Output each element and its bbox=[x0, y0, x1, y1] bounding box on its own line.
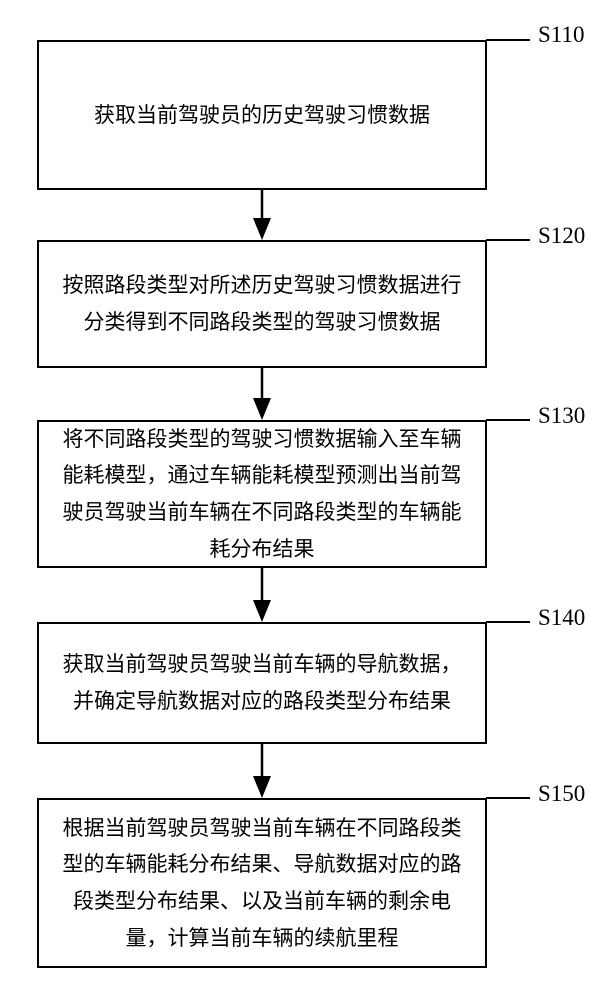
lead-line bbox=[486, 797, 530, 799]
flowchart-canvas: 获取当前驾驶员的历史驾驶习惯数据 S110 按照路段类型对所述历史驾驶习惯数据进行分… bbox=[0, 0, 604, 1000]
step-label-s110: S110 bbox=[538, 22, 584, 48]
step-label-s150: S150 bbox=[538, 781, 585, 807]
flow-step-s110: 获取当前驾驶员的历史驾驶习惯数据 bbox=[37, 40, 487, 190]
flow-step-s150: 根据当前驾驶员驾驶当前车辆在不同路段类型的车辆能耗分布结果、导航数据对应的路段类… bbox=[37, 798, 487, 968]
flow-arrow bbox=[242, 190, 282, 240]
flow-arrow bbox=[242, 568, 282, 622]
flow-step-s120: 按照路段类型对所述历史驾驶习惯数据进行分类得到不同路段类型的驾驶习惯数据 bbox=[37, 240, 487, 368]
step-label-s140: S140 bbox=[538, 605, 585, 631]
flow-step-s130: 将不同路段类型的驾驶习惯数据输入至车辆能耗模型，通过车辆能耗模型预测出当前驾驶员… bbox=[37, 420, 487, 568]
flow-step-s140: 获取当前驾驶员驾驶当前车辆的导航数据，并确定导航数据对应的路段类型分布结果 bbox=[37, 622, 487, 744]
step-label-s120: S120 bbox=[538, 223, 585, 249]
step-label-s130: S130 bbox=[538, 403, 585, 429]
flow-step-text: 将不同路段类型的驾驶习惯数据输入至车辆能耗模型，通过车辆能耗模型预测出当前驾驶员… bbox=[61, 421, 463, 568]
flow-step-text: 获取当前驾驶员驾驶当前车辆的导航数据，并确定导航数据对应的路段类型分布结果 bbox=[61, 646, 463, 720]
lead-line bbox=[486, 239, 530, 241]
lead-line bbox=[486, 419, 530, 421]
lead-line bbox=[486, 621, 530, 623]
lead-line bbox=[486, 39, 530, 41]
flow-step-text: 获取当前驾驶员的历史驾驶习惯数据 bbox=[94, 97, 430, 134]
flow-arrow bbox=[242, 368, 282, 420]
flow-step-text: 按照路段类型对所述历史驾驶习惯数据进行分类得到不同路段类型的驾驶习惯数据 bbox=[61, 267, 463, 341]
flow-arrow bbox=[242, 744, 282, 798]
flow-step-text: 根据当前驾驶员驾驶当前车辆在不同路段类型的车辆能耗分布结果、导航数据对应的路段类… bbox=[61, 810, 463, 957]
